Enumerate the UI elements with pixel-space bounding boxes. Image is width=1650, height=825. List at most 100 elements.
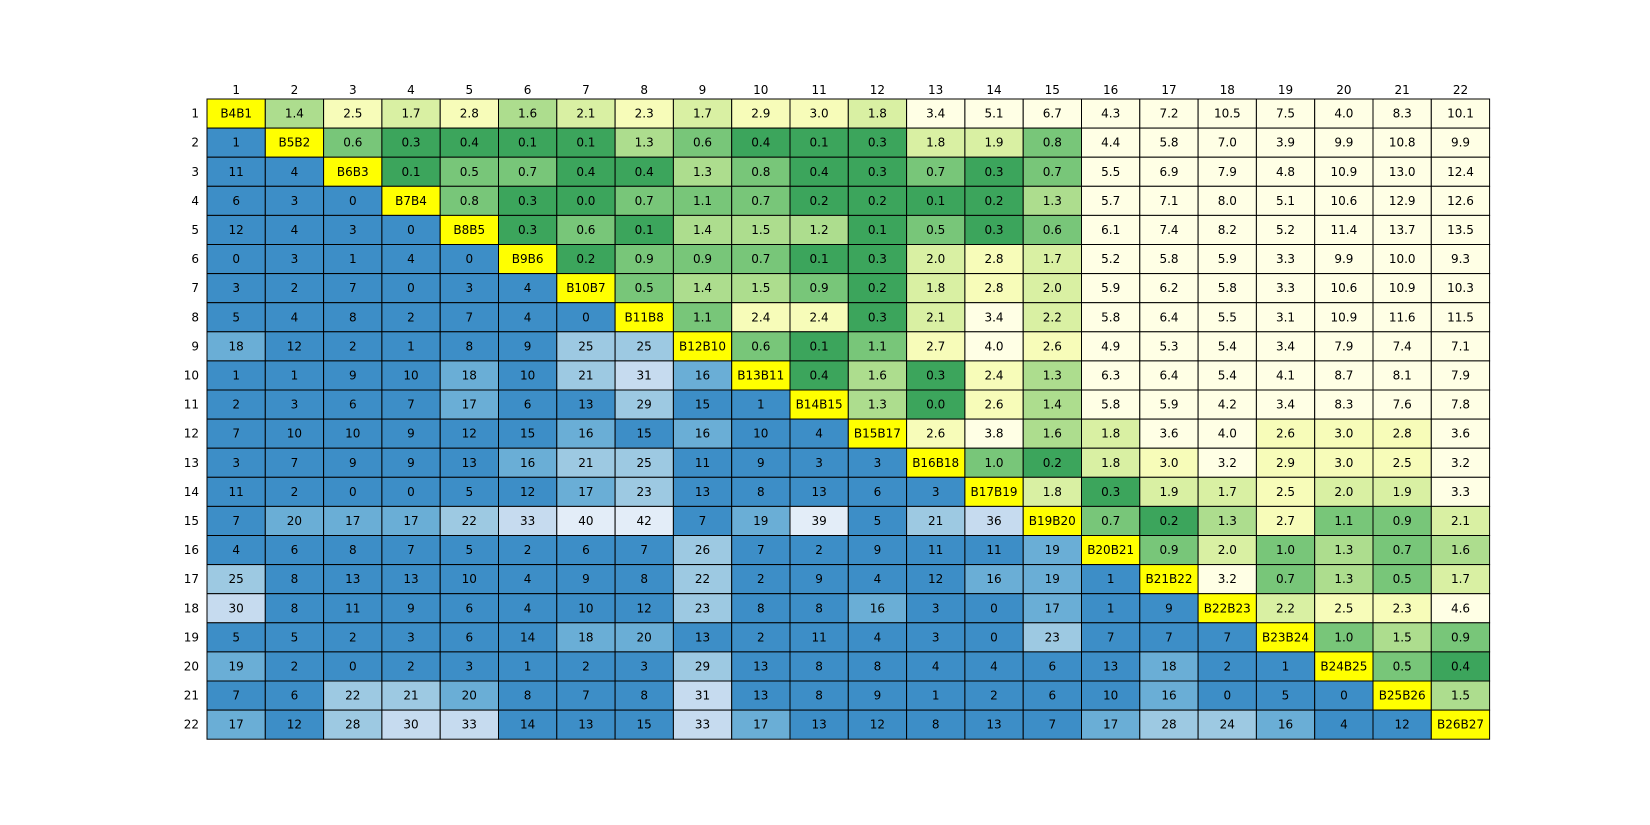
table-cell <box>498 302 558 333</box>
table-cell <box>1081 244 1141 275</box>
cell-value: 7.9 <box>1218 165 1237 179</box>
table-cell <box>1081 564 1141 595</box>
cell-value: 4.1 <box>1276 369 1295 383</box>
cell-value: 1 <box>232 369 240 383</box>
cell-value: 0.7 <box>1043 165 1062 179</box>
cell-value: 0.4 <box>460 136 479 150</box>
row-label: 7 <box>191 281 199 295</box>
cell-value: 12 <box>928 572 943 586</box>
table-cell <box>731 622 791 653</box>
table-cell <box>1255 98 1316 129</box>
table-cell <box>1081 651 1141 682</box>
table-cell <box>906 360 966 391</box>
column-label: 7 <box>582 83 590 97</box>
cell-value: 7 <box>291 456 299 470</box>
cell-value: 1.4 <box>1043 398 1062 412</box>
cell-value: 17 <box>1103 718 1118 732</box>
cell-value: 11 <box>928 543 943 557</box>
table-cell <box>614 98 674 129</box>
cell-value: 5.8 <box>1159 252 1178 266</box>
cell-value: 1.6 <box>1451 543 1470 557</box>
table-cell <box>614 185 674 216</box>
table-cell <box>1255 680 1316 711</box>
cell-value: 3.6 <box>1159 427 1178 441</box>
cell-value: 3.4 <box>926 107 945 121</box>
cell-value: 1 <box>1107 572 1115 586</box>
cell-value: 5.5 <box>1101 165 1120 179</box>
cell-value: 0.5 <box>460 165 479 179</box>
table-cell <box>381 593 441 624</box>
cell-value: 3.6 <box>1451 427 1470 441</box>
cell-value: 10.6 <box>1331 194 1358 208</box>
cell-value: B17B19 <box>970 485 1017 499</box>
cell-value: 1.7 <box>1451 572 1470 586</box>
table-cell <box>1022 389 1083 420</box>
cell-value: 0.5 <box>1393 572 1412 586</box>
cell-value: 7 <box>1107 630 1115 644</box>
table-cell <box>206 156 266 187</box>
cell-value: 9.3 <box>1451 252 1470 266</box>
cell-value: 0 <box>407 485 415 499</box>
cell-value: 28 <box>1161 718 1176 732</box>
cell-value: B26B27 <box>1437 718 1484 732</box>
cell-value: 4.0 <box>1334 107 1353 121</box>
cell-value: 10.3 <box>1447 281 1474 295</box>
cell-value: 4.8 <box>1276 165 1295 179</box>
cell-value: 2.4 <box>810 310 829 324</box>
cell-value: 2 <box>407 659 415 673</box>
cell-value: 6.1 <box>1101 223 1120 237</box>
cell-value: 2.0 <box>1334 485 1353 499</box>
table-cell <box>1081 680 1141 711</box>
table-cell <box>1022 535 1083 566</box>
cell-value: 1.9 <box>1159 485 1178 499</box>
cell-value: 8 <box>815 689 823 703</box>
cell-value: 9 <box>524 339 532 353</box>
cell-value: 1.8 <box>926 281 945 295</box>
cell-value: 10 <box>1103 689 1118 703</box>
table-cell <box>1314 331 1374 362</box>
cell-value: 4 <box>524 572 532 586</box>
cell-value: 4.4 <box>1101 136 1120 150</box>
table-cell <box>731 389 791 420</box>
cell-value: B7B4 <box>395 194 427 208</box>
row-label: 22 <box>184 718 199 732</box>
cell-value: 1.6 <box>868 369 887 383</box>
table-cell <box>1139 389 1199 420</box>
column-label: 6 <box>524 83 532 97</box>
cell-value: 0.2 <box>984 194 1003 208</box>
cell-value: 7 <box>699 514 707 528</box>
cell-value: 1 <box>407 339 415 353</box>
cell-value: 8 <box>757 601 765 615</box>
table-cell <box>1139 564 1199 595</box>
cell-value: 9 <box>407 427 415 441</box>
cell-value: 0.7 <box>926 165 945 179</box>
table-cell <box>439 447 500 478</box>
table-cell <box>439 622 500 653</box>
cell-value: 10 <box>753 427 768 441</box>
cell-value: 1.5 <box>1451 689 1470 703</box>
cell-value: 16 <box>695 369 710 383</box>
table-cell <box>556 156 616 187</box>
cell-value: 21 <box>403 689 418 703</box>
table-cell <box>1255 331 1316 362</box>
cell-value: 8 <box>932 718 940 732</box>
table-cell <box>1314 651 1374 682</box>
table-cell <box>672 389 733 420</box>
cell-value: 8 <box>640 689 648 703</box>
table-cell <box>1022 156 1083 187</box>
cell-value: 0 <box>990 601 998 615</box>
column-label: 22 <box>1453 83 1468 97</box>
cell-value: B16B18 <box>912 456 959 470</box>
cell-value: 2.3 <box>1393 601 1412 615</box>
cell-value: 25 <box>578 339 593 353</box>
cell-value: 0.4 <box>810 369 829 383</box>
cell-value: 0.2 <box>576 252 595 266</box>
cell-value: 5 <box>291 630 299 644</box>
table-cell <box>1255 244 1316 275</box>
table-cell <box>964 214 1024 245</box>
cell-value: B24B25 <box>1320 659 1367 673</box>
cell-value: 2.7 <box>926 339 945 353</box>
table-cell <box>789 564 849 595</box>
cell-value: 8 <box>815 659 823 673</box>
